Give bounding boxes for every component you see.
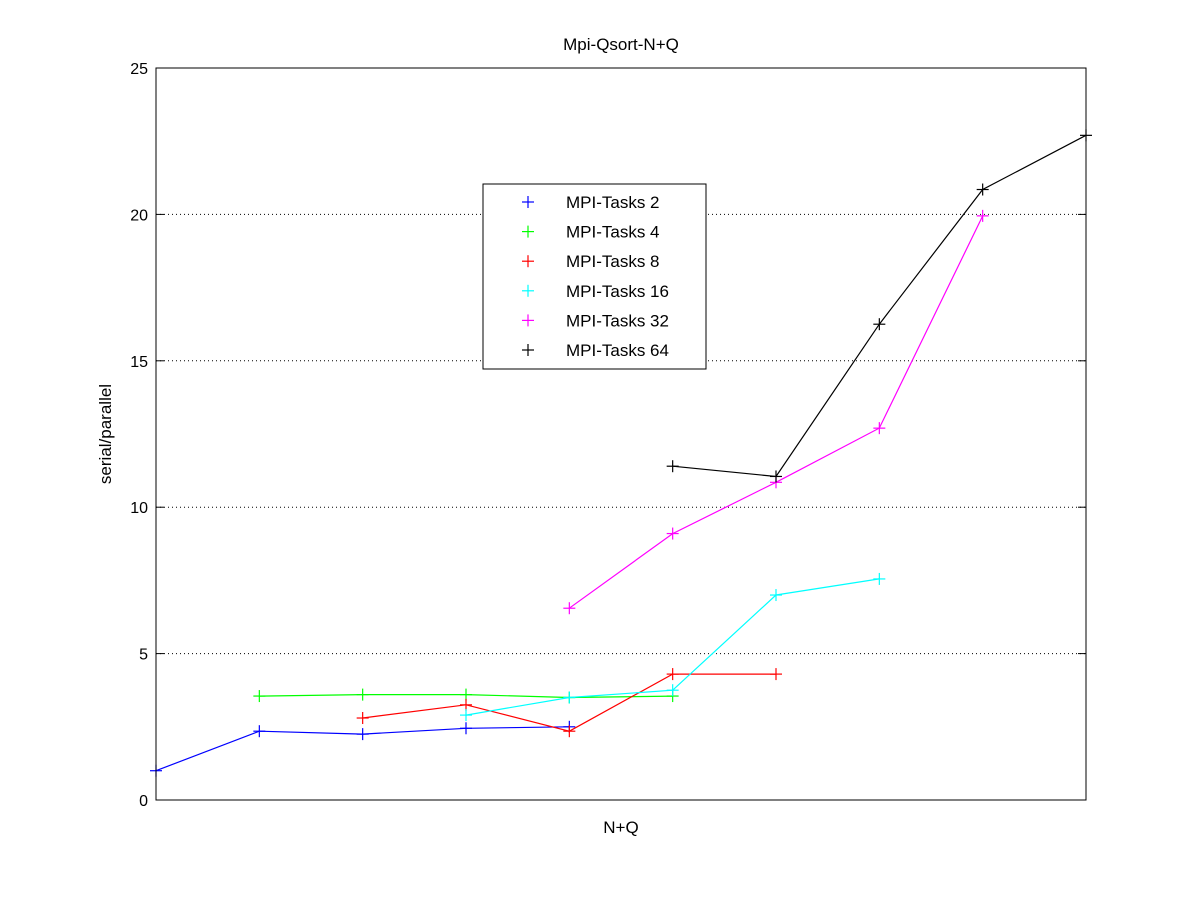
legend-marker: [522, 344, 534, 356]
y-tick-label: 25: [130, 61, 148, 78]
data-point: [460, 688, 472, 701]
y-tick-label: 5: [139, 647, 148, 664]
data-point: [666, 527, 679, 540]
legend-label: MPI-Tasks 8: [566, 252, 660, 271]
legend-item: MPI-Tasks 4: [522, 223, 660, 242]
plot-series: [150, 129, 1092, 777]
data-point: [356, 688, 369, 701]
data-point: [460, 722, 472, 735]
data-point: [666, 668, 679, 681]
data-point: [460, 709, 472, 722]
y-axis-ticks: 0 5 10 15 20 25: [130, 61, 1086, 810]
axes-frame: [155, 67, 1087, 801]
legend-marker: [522, 196, 534, 208]
legend-marker: [522, 314, 534, 327]
legend-item: MPI-Tasks 2: [522, 193, 660, 212]
data-point: [666, 684, 679, 697]
data-point: [563, 725, 576, 738]
legend-marker: [522, 225, 534, 238]
legend-label: MPI-Tasks 4: [566, 223, 660, 242]
data-point: [253, 725, 266, 738]
series-6: [666, 129, 1092, 483]
chart-title: Mpi-Qsort-N+Q: [563, 35, 679, 54]
data-point: [770, 470, 782, 483]
data-point: [873, 422, 886, 435]
legend-label: MPI-Tasks 32: [566, 311, 669, 330]
data-point: [770, 668, 782, 681]
x-axis-label: N+Q: [603, 818, 638, 837]
series-3: [356, 668, 782, 738]
y-tick-label: 10: [130, 500, 148, 517]
data-point: [770, 589, 782, 602]
data-point: [253, 690, 266, 703]
legend-marker: [522, 255, 534, 268]
series-4: [460, 572, 886, 722]
data-point: [976, 209, 989, 222]
y-axis-label: serial/parallel: [96, 384, 115, 484]
legend-item: MPI-Tasks 16: [522, 282, 669, 301]
legend-item: MPI-Tasks 64: [522, 341, 669, 360]
y-tick-label: 15: [130, 354, 148, 371]
legend-box: [482, 183, 707, 370]
data-point: [873, 318, 886, 331]
data-point: [563, 691, 576, 704]
data-point: [873, 572, 886, 585]
data-point: [666, 460, 679, 473]
legend-item: MPI-Tasks 32: [522, 311, 669, 330]
data-point: [356, 712, 369, 725]
data-point: [460, 698, 472, 711]
y-tick-label: 20: [130, 207, 148, 224]
legend-label: MPI-Tasks 64: [566, 341, 669, 360]
y-tick-label: 0: [139, 793, 148, 810]
legend-label: MPI-Tasks 2: [566, 193, 660, 212]
data-point: [563, 602, 576, 615]
data-point: [976, 183, 989, 196]
legend-item: MPI-Tasks 8: [522, 252, 660, 271]
data-point: [356, 728, 369, 741]
legend-marker: [522, 284, 534, 297]
legend: MPI-Tasks 2 MPI-Tasks 4 MPI-Tasks 8 MPI-Tas…: [482, 183, 707, 370]
legend-label: MPI-Tasks 16: [566, 282, 669, 301]
